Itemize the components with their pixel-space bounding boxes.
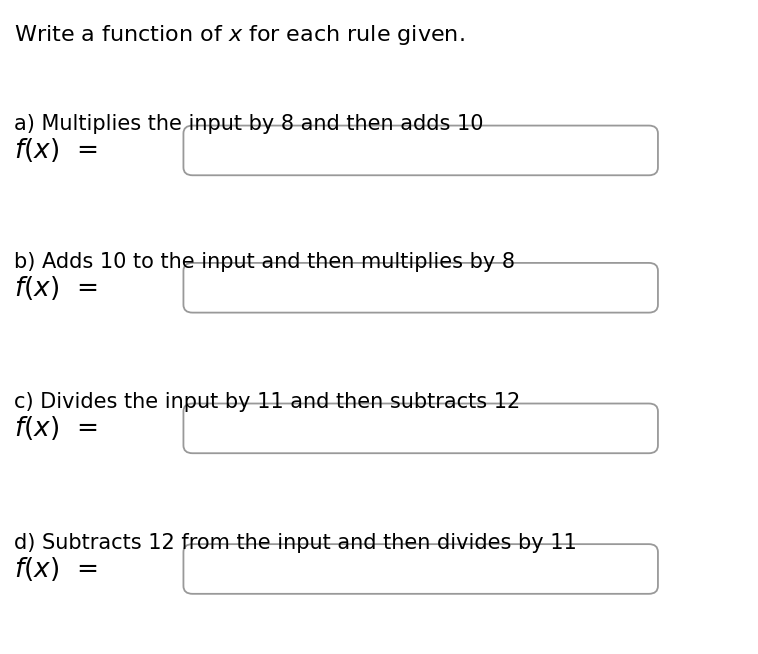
- FancyBboxPatch shape: [183, 544, 658, 594]
- FancyBboxPatch shape: [183, 404, 658, 453]
- Text: d) Subtracts 12 from the input and then divides by 11: d) Subtracts 12 from the input and then …: [14, 533, 576, 553]
- Text: $\mathit{f}(\mathit{x})$  =: $\mathit{f}(\mathit{x})$ =: [14, 137, 97, 164]
- Text: $\mathit{f}(\mathit{x})$  =: $\mathit{f}(\mathit{x})$ =: [14, 415, 97, 442]
- Text: $\mathit{f}(\mathit{x})$  =: $\mathit{f}(\mathit{x})$ =: [14, 555, 97, 583]
- Text: Write a function of $\it{x}$ for each rule given.: Write a function of $\it{x}$ for each ru…: [14, 23, 465, 47]
- FancyBboxPatch shape: [183, 263, 658, 313]
- Text: c) Divides the input by 11 and then subtracts 12: c) Divides the input by 11 and then subt…: [14, 392, 520, 413]
- FancyBboxPatch shape: [183, 126, 658, 175]
- Text: $\mathit{f}(\mathit{x})$  =: $\mathit{f}(\mathit{x})$ =: [14, 274, 97, 301]
- Text: a) Multiplies the input by 8 and then adds 10: a) Multiplies the input by 8 and then ad…: [14, 114, 483, 135]
- Text: b) Adds 10 to the input and then multiplies by 8: b) Adds 10 to the input and then multipl…: [14, 252, 515, 272]
